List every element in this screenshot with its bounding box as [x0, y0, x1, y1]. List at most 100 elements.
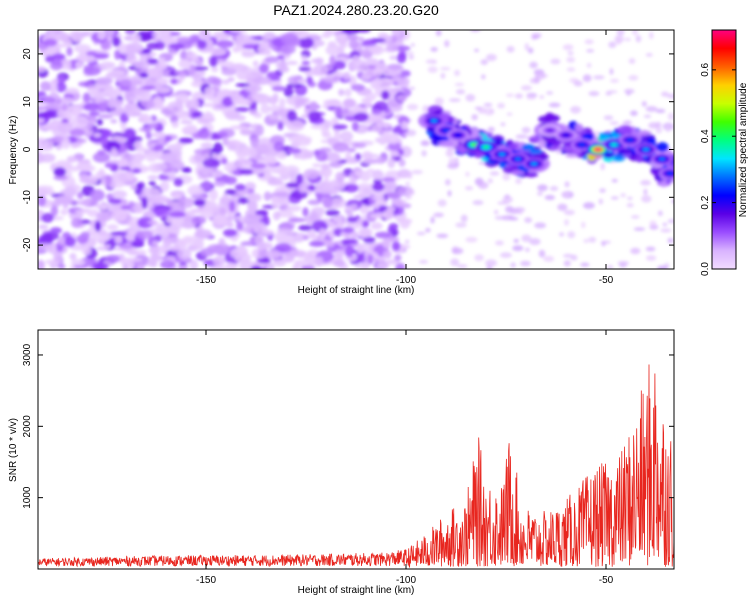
heatmap-cell: [135, 230, 154, 240]
heatmap-cell: [180, 119, 193, 125]
heatmap-cell: [357, 36, 365, 42]
heatmap-cell: [395, 262, 406, 269]
heatmap-peak: [546, 128, 554, 133]
heatmap-cell: [342, 226, 355, 234]
heatmap-cell: [544, 194, 556, 201]
heatmap-cell: [643, 188, 648, 196]
heatmap-cell: [155, 83, 163, 91]
heatmap-cell: [251, 94, 260, 103]
heatmap-cell: [147, 175, 159, 180]
heatmap-cell: [191, 208, 202, 214]
heatmap-cell: [242, 43, 260, 50]
heatmap-cell: [350, 59, 369, 71]
heatmap-cell: [302, 207, 309, 217]
heatmap-cell: [513, 238, 519, 244]
heatmap-cell: [38, 111, 55, 118]
heatmap-cell: [86, 55, 94, 63]
heatmap-cell: [339, 130, 354, 142]
heatmap-cell: [138, 127, 153, 132]
heatmap-cell: [350, 203, 358, 210]
x-tick-label: -100: [396, 575, 416, 586]
heatmap-cell: [280, 32, 299, 45]
heatmap-cell: [359, 205, 369, 215]
heatmap-cell: [97, 30, 107, 40]
heatmap-cell: [497, 102, 505, 109]
heatmap-cell: [213, 255, 226, 267]
heatmap-cell: [521, 126, 531, 134]
heatmap-cell: [381, 177, 396, 183]
heatmap-cell: [271, 197, 280, 209]
heatmap-cell: [144, 188, 161, 198]
heatmap-cell: [281, 256, 295, 263]
heatmap-cell: [474, 254, 484, 262]
heatmap-cell: [611, 178, 618, 183]
heatmap-cell: [567, 231, 576, 239]
heatmap-cell: [52, 60, 63, 66]
heatmap-cell: [607, 265, 614, 269]
heatmap-cell: [241, 50, 256, 58]
heatmap-cell: [405, 239, 410, 244]
heatmap-cell: [336, 33, 348, 39]
heatmap-cell: [197, 127, 210, 140]
heatmap-cell: [136, 262, 145, 269]
heatmap-cell: [242, 214, 260, 225]
x-tick-label: -150: [196, 275, 216, 286]
heatmap-cell: [397, 78, 409, 87]
heatmap-cell: [133, 87, 145, 96]
heatmap-cell: [263, 230, 275, 235]
heatmap-cell: [57, 236, 66, 246]
heatmap-cell: [497, 201, 509, 205]
heatmap-cell: [236, 221, 244, 231]
y-tick-label: 2000: [22, 415, 33, 438]
heatmap-cell: [500, 252, 512, 258]
heatmap-cell: [155, 162, 167, 171]
heatmap-cell: [38, 195, 47, 207]
heatmap-cell: [620, 193, 626, 198]
heatmap-cell: [147, 122, 159, 129]
heatmap-cell: [610, 196, 619, 200]
heatmap-cell: [127, 251, 140, 256]
heatmap-cell: [196, 59, 204, 67]
heatmap-cell: [81, 245, 92, 256]
heatmap-cell: [153, 234, 162, 243]
heatmap-cell: [599, 188, 606, 193]
heatmap-cell: [257, 43, 271, 56]
heatmap-cell: [371, 195, 386, 201]
heatmap-cell: [410, 43, 415, 47]
heatmap-peak: [626, 138, 634, 142]
snr-x-label: Height of straight line (km): [298, 585, 415, 596]
heatmap-cell: [50, 205, 59, 217]
heatmap-cell: [353, 194, 366, 199]
heatmap-cell: [645, 246, 656, 252]
heatmap-cell: [159, 56, 166, 68]
heatmap-cell: [396, 52, 407, 64]
heatmap-cell: [38, 259, 46, 269]
heatmap-cell: [173, 177, 184, 187]
heatmap-cell: [52, 53, 66, 61]
heatmap-cell: [388, 223, 399, 230]
heatmap-cell: [252, 222, 262, 231]
heatmap-cell: [332, 215, 344, 223]
heatmap-cell: [221, 157, 228, 165]
heatmap-cell: [635, 35, 642, 43]
heatmap-cell: [421, 150, 427, 157]
heatmap-cell: [200, 142, 213, 149]
heatmap-cell: [370, 222, 383, 230]
heatmap-cell: [169, 160, 185, 171]
heatmap-cell: [83, 67, 101, 76]
heatmap-cell: [265, 262, 275, 269]
heatmap-cell: [233, 99, 252, 106]
heatmap-cell: [180, 50, 188, 61]
heatmap-cell: [124, 257, 143, 263]
heatmap-cell: [394, 254, 402, 262]
heatmap-cell: [60, 208, 69, 216]
heatmap-cell: [255, 209, 269, 216]
heatmap-cell: [593, 75, 605, 80]
heatmap-cell: [104, 162, 115, 169]
heatmap-cell: [383, 180, 398, 192]
heatmap-cell: [277, 121, 284, 131]
heatmap-cell: [454, 157, 459, 162]
heatmap-cell: [638, 130, 652, 135]
heatmap-cell: [340, 239, 358, 245]
heatmap-cell: [61, 103, 68, 111]
